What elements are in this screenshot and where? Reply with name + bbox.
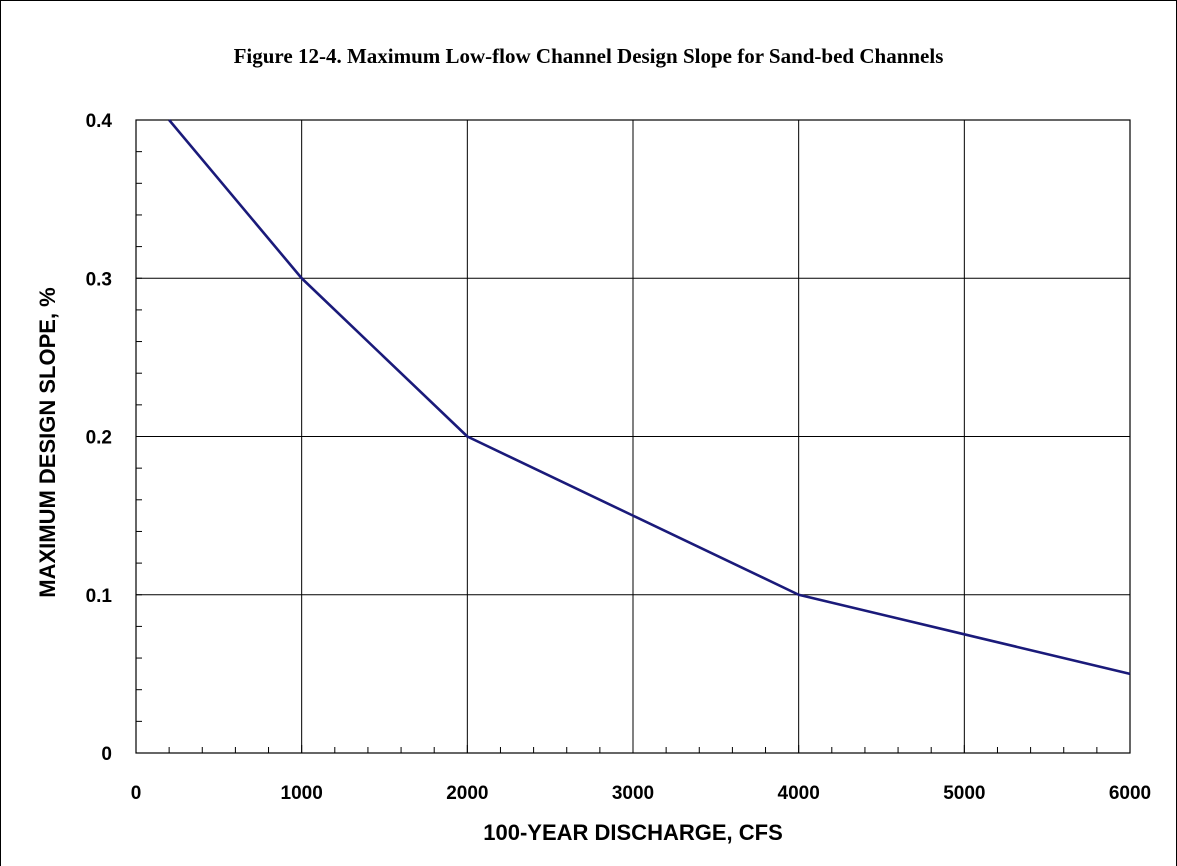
y-axis-label: MAXIMUM DESIGN SLOPE, % (35, 287, 60, 597)
grid-lines (136, 120, 1130, 753)
x-tick-label: 5000 (943, 783, 985, 804)
plot-area-frame (135, 119, 1131, 754)
y-tick-label: 0 (101, 744, 112, 765)
y-tick-label: 0.2 (86, 428, 112, 449)
x-tick-label: 2000 (446, 783, 488, 804)
x-tick-labels: 0 1000 2000 3000 4000 5000 6000 (131, 783, 1151, 804)
x-tick-label: 4000 (778, 783, 820, 804)
x-tick-label: 1000 (281, 783, 323, 804)
x-tick-label: 6000 (1109, 783, 1151, 804)
y-tick-label: 0.4 (86, 111, 113, 132)
series-line (168, 119, 1131, 676)
x-tick-label: 3000 (612, 783, 654, 804)
y-tick-labels: 0 0.1 0.2 0.3 0.4 (86, 111, 113, 765)
chart-title: Figure 12-4. Maximum Low-flow Channel De… (233, 44, 944, 68)
y-tick-label: 0.1 (86, 586, 113, 607)
x-axis-label: 100-YEAR DISCHARGE, CFS (483, 820, 783, 845)
y-tick-label: 0.3 (86, 269, 112, 290)
x-tick-label: 0 (131, 783, 142, 804)
series-group (168, 119, 1131, 676)
